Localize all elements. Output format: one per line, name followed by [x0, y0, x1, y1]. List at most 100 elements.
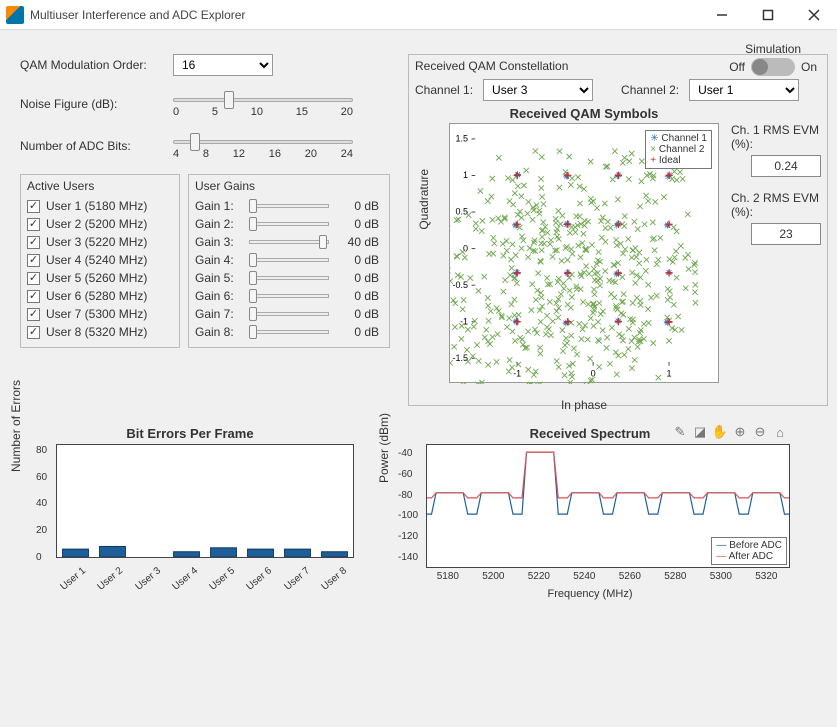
checkbox-icon[interactable]	[27, 272, 40, 285]
gain-row: Gain 8: 0 dB	[195, 323, 383, 341]
checkbox-icon[interactable]	[27, 236, 40, 249]
simulation-toggle[interactable]	[751, 58, 795, 76]
active-users-panel: Active Users User 1 (5180 MHz)User 2 (52…	[20, 174, 180, 348]
gain-label: Gain 5:	[195, 271, 243, 285]
gain-value: 0 dB	[335, 307, 379, 321]
qam-dropdown[interactable]: 16	[173, 54, 273, 76]
active-user-row[interactable]: User 6 (5280 MHz)	[27, 287, 173, 305]
gain-slider[interactable]	[249, 308, 329, 320]
svg-text:1: 1	[463, 170, 468, 180]
gain-row: Gain 2: 0 dB	[195, 215, 383, 233]
zoomin-icon[interactable]: ⊕	[732, 424, 748, 440]
qam-label: QAM Modulation Order:	[20, 58, 155, 72]
constellation-ylabel: Quadrature	[417, 169, 431, 230]
window-title: Multiuser Interference and ADC Explorer	[30, 8, 699, 22]
active-user-row[interactable]: User 8 (5320 MHz)	[27, 323, 173, 341]
maximize-button[interactable]	[745, 0, 791, 30]
app-icon	[6, 6, 24, 24]
close-button[interactable]	[791, 0, 837, 30]
gain-slider[interactable]	[249, 236, 329, 248]
svg-text:✳: ✳	[664, 220, 672, 230]
constellation-chart: Received QAM Symbols -101-1.5-1-0.500.51…	[449, 123, 719, 383]
simulation-off-label: Off	[729, 60, 745, 74]
evm1-value: 0.24	[751, 155, 821, 177]
gain-value: 0 dB	[335, 325, 379, 339]
gain-label: Gain 2:	[195, 217, 243, 231]
active-user-row[interactable]: User 1 (5180 MHz)	[27, 197, 173, 215]
spectrum-chart: Received Spectrum ✎ ◪ ✋ ⊕ ⊖ ⌂ Power (dBm…	[384, 426, 796, 596]
gain-slider[interactable]	[249, 200, 329, 212]
spectrum-ylabel: Power (dBm)	[377, 413, 391, 483]
simulation-on-label: On	[801, 60, 817, 74]
datatip-icon[interactable]: ◪	[692, 424, 708, 440]
active-user-label: User 7 (5300 MHz)	[46, 307, 147, 321]
channel2-label: Channel 2:	[621, 83, 679, 97]
home-icon[interactable]: ⌂	[772, 424, 788, 440]
gain-value: 0 dB	[335, 253, 379, 267]
bit-errors-ylabel: Number of Errors	[9, 380, 23, 472]
bit-errors-chart: Bit Errors Per Frame Number of Errors 02…	[20, 426, 360, 596]
checkbox-icon[interactable]	[27, 308, 40, 321]
minimize-button[interactable]	[699, 0, 745, 30]
gain-row: Gain 6: 0 dB	[195, 287, 383, 305]
gain-row: Gain 3: 40 dB	[195, 233, 383, 251]
gain-row: Gain 1: 0 dB	[195, 197, 383, 215]
svg-text:0: 0	[591, 368, 596, 378]
gain-slider[interactable]	[249, 272, 329, 284]
spectrum-legend: — Before ADC — After ADC	[711, 537, 787, 565]
gain-value: 0 dB	[335, 199, 379, 213]
active-user-label: User 8 (5320 MHz)	[46, 325, 147, 339]
user-gains-panel: User Gains Gain 1: 0 dBGain 2: 0 dBGain …	[188, 174, 390, 348]
gain-slider[interactable]	[249, 218, 329, 230]
spectrum-toolbar[interactable]: ✎ ◪ ✋ ⊕ ⊖ ⌂	[672, 424, 788, 440]
gain-label: Gain 4:	[195, 253, 243, 267]
adc-slider[interactable]: 4812162024	[173, 132, 353, 160]
active-user-label: User 5 (5260 MHz)	[46, 271, 147, 285]
active-user-label: User 4 (5240 MHz)	[46, 253, 147, 267]
channel1-dropdown[interactable]: User 3	[483, 79, 593, 101]
svg-text:1: 1	[667, 368, 672, 378]
active-user-row[interactable]: User 7 (5300 MHz)	[27, 305, 173, 323]
spectrum-xlabel: Frequency (MHz)	[384, 588, 796, 600]
gain-slider[interactable]	[249, 254, 329, 266]
svg-text:0: 0	[463, 243, 468, 253]
active-user-row[interactable]: User 4 (5240 MHz)	[27, 251, 173, 269]
gain-value: 40 dB	[335, 235, 379, 249]
simulation-label: Simulation	[729, 42, 817, 56]
active-user-row[interactable]: User 5 (5260 MHz)	[27, 269, 173, 287]
channel2-dropdown[interactable]: User 1	[689, 79, 799, 101]
noise-slider[interactable]: 05101520	[173, 90, 353, 118]
zoomout-icon[interactable]: ⊖	[752, 424, 768, 440]
svg-text:-0.5: -0.5	[452, 280, 468, 290]
active-users-title: Active Users	[27, 179, 173, 193]
svg-text:1.5: 1.5	[455, 134, 468, 144]
svg-text:✳: ✳	[613, 172, 621, 182]
checkbox-icon[interactable]	[27, 218, 40, 231]
active-user-row[interactable]: User 2 (5200 MHz)	[27, 215, 173, 233]
titlebar: Multiuser Interference and ADC Explorer	[0, 0, 837, 30]
active-user-row[interactable]: User 3 (5220 MHz)	[27, 233, 173, 251]
pan-icon[interactable]: ✋	[712, 424, 728, 440]
checkbox-icon[interactable]	[27, 290, 40, 303]
checkbox-icon[interactable]	[27, 200, 40, 213]
gain-value: 0 dB	[335, 271, 379, 285]
active-user-label: User 3 (5220 MHz)	[46, 235, 147, 249]
channel1-label: Channel 1:	[415, 83, 473, 97]
gain-label: Gain 6:	[195, 289, 243, 303]
gain-label: Gain 1:	[195, 199, 243, 213]
brush-icon[interactable]: ✎	[672, 424, 688, 440]
gain-value: 0 dB	[335, 289, 379, 303]
svg-text:0.5: 0.5	[455, 207, 468, 217]
svg-text:✳: ✳	[613, 269, 621, 279]
checkbox-icon[interactable]	[27, 254, 40, 267]
svg-text:✳: ✳	[512, 221, 520, 231]
evm1-label: Ch. 1 RMS EVM (%):	[731, 123, 821, 151]
gain-slider[interactable]	[249, 290, 329, 302]
evm2-value: 23	[751, 223, 821, 245]
evm2-label: Ch. 2 RMS EVM (%):	[731, 191, 821, 219]
constellation-legend: ✳ Channel 1 × Channel 2 + Ideal	[645, 130, 712, 169]
gain-label: Gain 3:	[195, 235, 243, 249]
checkbox-icon[interactable]	[27, 326, 40, 339]
gain-slider[interactable]	[249, 326, 329, 338]
gain-value: 0 dB	[335, 217, 379, 231]
